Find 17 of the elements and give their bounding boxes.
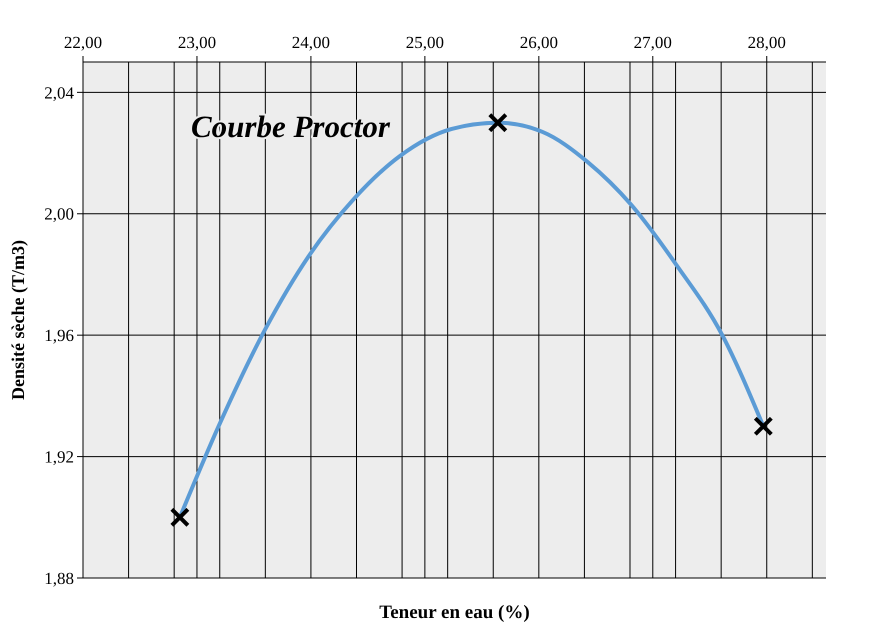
y-tick-label: 1,88 <box>44 568 74 588</box>
y-tick-label: 2,04 <box>44 83 74 102</box>
y-axis-title: Densité sèche (T/m3) <box>8 240 28 400</box>
y-tick-label: 1,96 <box>44 326 74 346</box>
x-tick-label: 27,00 <box>634 33 672 52</box>
x-tick-label: 25,00 <box>406 33 444 52</box>
x-tick-label: 23,00 <box>178 33 216 52</box>
point <box>488 112 508 133</box>
point <box>753 416 774 436</box>
x-tick-label: 22,00 <box>64 33 102 52</box>
point <box>170 507 190 528</box>
x-tick-label: 24,00 <box>292 33 330 52</box>
y-tick-label: 1,92 <box>44 448 74 467</box>
x-tick-label: 28,00 <box>748 33 786 52</box>
y-tick-label: 2,00 <box>44 204 74 224</box>
x-tick-label: 26,00 <box>520 33 558 52</box>
x-axis-title: Teneur en eau (%) <box>379 602 530 623</box>
